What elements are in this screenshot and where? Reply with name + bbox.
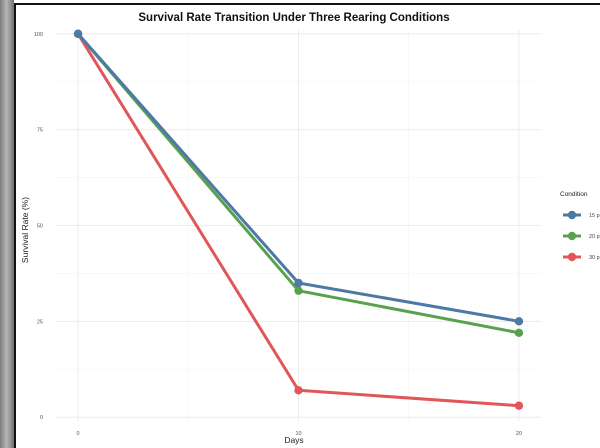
x-tick-label: 20 — [516, 431, 522, 437]
x-axis-title: Days — [284, 435, 303, 445]
data-point — [294, 286, 303, 295]
y-axis-title: Survival Rate (%) — [20, 197, 30, 263]
legend-key-point — [567, 210, 577, 220]
data-point — [514, 401, 524, 410]
grid-lines — [56, 30, 541, 421]
legend-label: 20 p — [589, 234, 600, 240]
series-lines — [73, 29, 524, 410]
data-point — [294, 386, 303, 395]
legend-items: 15 p 20 p 30 p — [563, 210, 600, 262]
x-tick-label: 0 — [77, 431, 80, 437]
y-tick-label: 100 — [34, 32, 43, 38]
y-tick-label: 25 — [37, 319, 43, 325]
legend-label: 15 p — [589, 213, 600, 219]
y-tick-label: 75 — [37, 128, 43, 134]
x-tick-label: 10 — [295, 431, 301, 437]
data-point — [73, 29, 83, 39]
legend-key-point — [567, 231, 577, 241]
data-point — [514, 317, 524, 326]
legend-title: Condition — [560, 191, 588, 198]
axis-tick-labels: 0 25 50 75 100 0 10 20 — [34, 32, 522, 437]
legend: Condition 15 p 20 p 30 p — [560, 191, 600, 262]
legend-key-point — [567, 252, 577, 262]
background-window-edge — [0, 0, 14, 448]
y-tick-label: 0 — [40, 415, 43, 421]
y-tick-label: 50 — [37, 224, 43, 230]
data-point — [514, 328, 524, 338]
data-point — [294, 278, 303, 288]
chart-title: Survival Rate Transition Under Three Rea… — [138, 12, 449, 24]
figure-panel: 0 25 50 75 100 0 10 20 Survival Rate Transition… — [14, 3, 600, 448]
line-chart: 0 25 50 75 100 0 10 20 Survival Rate Transition… — [20, 12, 600, 445]
legend-label: 30 p — [589, 255, 600, 261]
